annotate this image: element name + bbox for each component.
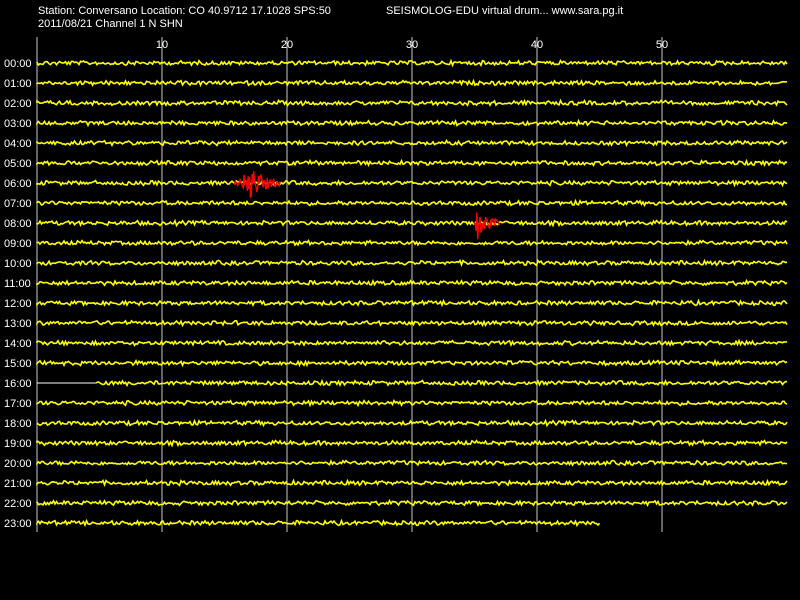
product-banner: SEISMOLOG-EDU virtual drum... www.sara.p…	[386, 5, 624, 17]
trace-0900	[36, 238, 788, 247]
trace-1000	[36, 258, 788, 268]
x-tick-label: 20	[281, 39, 293, 51]
trace-1200	[36, 298, 788, 308]
hour-label: 22:00	[4, 498, 32, 510]
trace-1100	[36, 278, 788, 287]
hour-label: 20:00	[4, 458, 32, 470]
x-tick-label: 30	[406, 39, 418, 51]
trace-0800	[36, 218, 788, 228]
trace-0700	[36, 198, 788, 208]
hour-label: 15:00	[4, 358, 32, 370]
hour-label: 01:00	[4, 78, 32, 90]
hour-label: 09:00	[4, 238, 32, 250]
trace-1500	[36, 358, 788, 368]
hour-label: 08:00	[4, 218, 32, 230]
hour-label: 11:00	[4, 278, 31, 290]
hour-label: 14:00	[4, 338, 32, 350]
hour-label: 00:00	[4, 58, 32, 70]
trace-0000	[36, 58, 788, 68]
station-info: Station: Conversano Location: CO 40.9712…	[38, 5, 331, 17]
hour-label: 02:00	[4, 98, 32, 110]
hour-label: 18:00	[4, 418, 32, 430]
hour-label: 05:00	[4, 158, 32, 170]
trace-1600	[96, 378, 788, 388]
trace-1400	[36, 338, 788, 348]
trace-2000	[36, 459, 788, 467]
trace-2100	[36, 478, 788, 488]
trace-0200	[36, 98, 788, 107]
trace-1700	[36, 399, 788, 408]
hour-label: 03:00	[4, 118, 32, 130]
x-tick-label: 50	[656, 39, 668, 51]
hour-label: 13:00	[4, 318, 32, 330]
hour-label: 06:00	[4, 178, 32, 190]
hour-label: 16:00	[4, 378, 32, 390]
x-tick-label: 40	[531, 39, 543, 51]
trace-2300	[36, 518, 601, 528]
hour-label: 04:00	[4, 138, 32, 150]
trace-0500	[36, 158, 788, 168]
trace-1800	[36, 418, 788, 428]
trace-0400	[36, 139, 788, 148]
seismic-event-0600	[233, 170, 281, 198]
trace-0600	[36, 179, 788, 188]
hour-label: 23:00	[4, 518, 32, 530]
x-tick-label: 10	[156, 39, 168, 51]
hour-label: 19:00	[4, 438, 32, 450]
seismic-event-0800	[473, 212, 500, 240]
labels-layer: 10 20 30 40 50 00:00 01:00 02:00 03:00 04:00 05:00…	[4, 39, 668, 530]
hour-label: 12:00	[4, 298, 32, 310]
hour-label: 21:00	[4, 478, 32, 490]
date-channel-info: 2011/08/21 Channel 1 N SHN	[38, 18, 183, 30]
trace-2200	[36, 498, 788, 507]
trace-1300	[36, 319, 788, 328]
trace-0100	[36, 78, 788, 87]
trace-0300	[36, 118, 788, 128]
traces-layer	[36, 58, 788, 528]
hour-label: 10:00	[4, 258, 32, 270]
hour-label: 07:00	[4, 198, 32, 210]
trace-1900	[36, 438, 788, 448]
hour-label: 17:00	[4, 398, 32, 410]
